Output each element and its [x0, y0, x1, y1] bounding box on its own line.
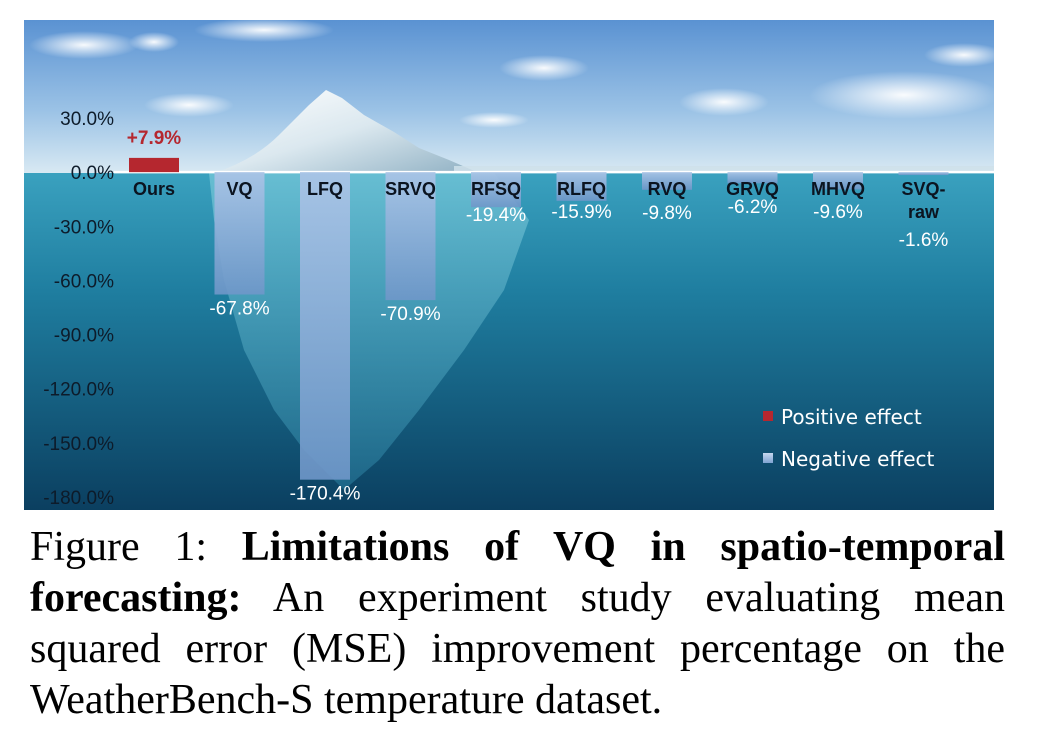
legend-swatch-negative — [763, 453, 773, 463]
figure-caption: Figure 1: Limitations of VQ in spatio-te… — [30, 522, 1005, 726]
category-labels: Ours VQ LFQ SRVQ RFSQ RLFQ RVQ GRVQ MHVQ SVQ-raw — [133, 179, 946, 222]
y-tick-label: -150.0% — [43, 434, 114, 455]
value-label: -67.8% — [209, 299, 269, 320]
value-label: -9.8% — [642, 203, 692, 224]
y-tick-label: 0.0% — [71, 163, 114, 184]
bar-vq — [214, 172, 265, 295]
bar-srvq — [385, 172, 436, 301]
value-label: -6.2% — [728, 197, 778, 218]
value-label: -70.9% — [380, 304, 440, 325]
category-label: raw — [908, 202, 940, 222]
iceberg-above-water — [214, 90, 479, 173]
y-tick-label: -60.0% — [54, 271, 114, 292]
legend-label-negative: Negative effect — [781, 447, 934, 471]
bar-ours — [129, 157, 179, 173]
bar-mhvq — [813, 172, 863, 190]
bar-rvq — [642, 172, 692, 190]
y-tick-label: -120.0% — [43, 380, 114, 401]
y-tick-label: 30.0% — [60, 109, 114, 130]
bar-chart: 30.0% 0.0% -30.0% -60.0% -90.0% -120.0% -150.0… — [24, 20, 994, 510]
category-label: Ours — [133, 179, 175, 199]
category-label: MHVQ — [811, 179, 865, 199]
y-tick-label: -90.0% — [54, 326, 114, 347]
chart-background — [24, 20, 994, 510]
value-label: -9.6% — [813, 202, 863, 223]
category-label: LFQ — [307, 179, 343, 199]
legend-swatch-positive — [763, 411, 773, 421]
category-label: VQ — [226, 179, 252, 199]
category-label: GRVQ — [726, 179, 779, 199]
y-axis-tick-labels: 30.0% 0.0% -30.0% -60.0% -90.0% -120.0% -150.0… — [43, 109, 124, 509]
caption-text: An experiment study evaluating mean squa… — [30, 575, 1005, 723]
category-label: RVQ — [648, 179, 687, 199]
clouds — [29, 20, 994, 128]
category-label: SRVQ — [385, 179, 436, 199]
bars — [129, 157, 949, 480]
caption-figure-label: Figure 1: — [30, 524, 208, 570]
bar-rfsq — [471, 172, 521, 208]
value-label: -170.4% — [290, 484, 361, 505]
value-labels: +7.9% -67.8% -170.4% -70.9% -19.4% -15.9% -9.8… — [127, 128, 949, 505]
bar-svq-raw — [898, 172, 949, 176]
iceberg-below-water — [209, 173, 529, 490]
bar-lfq — [300, 172, 350, 480]
category-label: RFSQ — [471, 179, 521, 199]
value-label: +7.9% — [127, 128, 182, 149]
value-label: -19.4% — [466, 205, 526, 226]
caption-title: Limitations of VQ in spatio-temporal for… — [30, 524, 1005, 621]
chart-panel: 30.0% 0.0% -30.0% -60.0% -90.0% -120.0% -150.0… — [24, 20, 994, 510]
legend-label-positive: Positive effect — [781, 405, 922, 429]
category-label: SVQ- — [901, 179, 945, 199]
bar-grvq — [727, 172, 778, 184]
horizon-ice — [454, 166, 994, 173]
category-label: RLFQ — [557, 179, 606, 199]
y-tick-label: -30.0% — [54, 217, 114, 238]
bar-rlfq — [556, 172, 607, 201]
y-tick-label: -180.0% — [43, 488, 114, 509]
legend: Positive effect Negative effect — [763, 405, 934, 471]
value-label: -15.9% — [551, 202, 611, 223]
value-label: -1.6% — [899, 230, 949, 251]
